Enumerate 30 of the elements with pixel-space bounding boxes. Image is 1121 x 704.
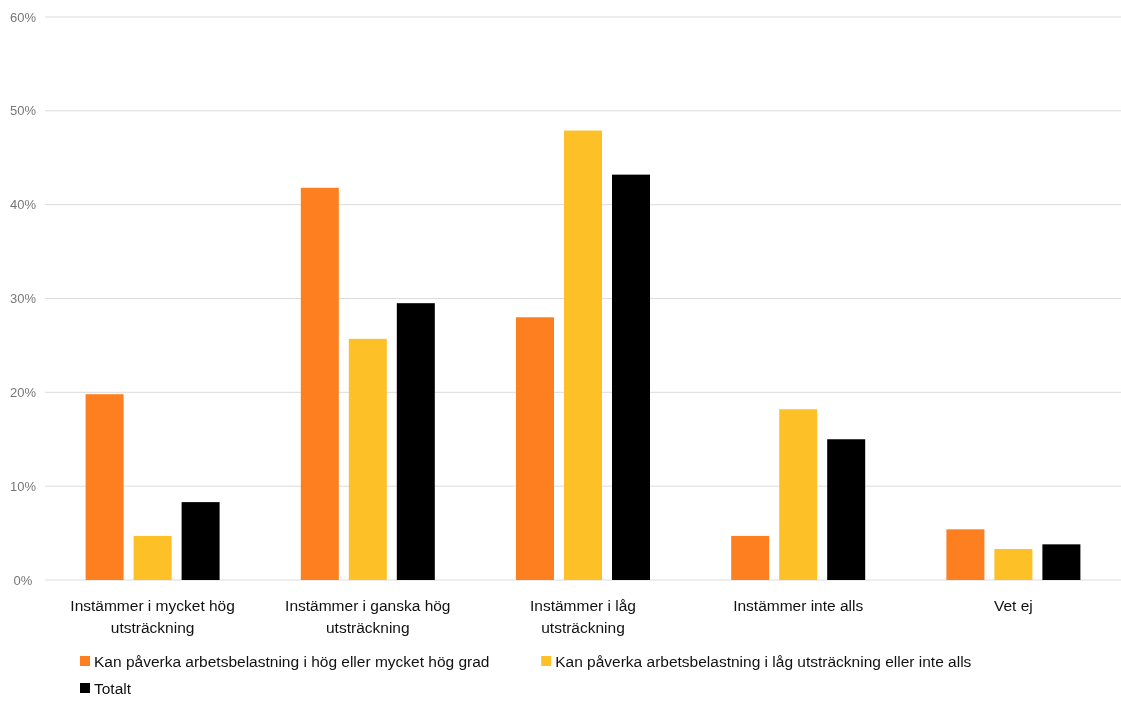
bar [396,303,435,580]
y-tick-label: 10% [9,478,37,494]
bar [731,535,770,580]
bar [827,439,866,580]
bar [994,549,1033,580]
bar [1042,544,1081,580]
bar [516,317,554,580]
x-tick-label: Vet ej [994,597,1033,614]
x-tick-label: Instämmer i mycket hög utsträckning [70,597,235,636]
bar [779,409,818,580]
bar [181,502,220,580]
x-tick-label: Instämmer i ganska hög utsträckning [285,597,451,636]
legend-label: Kan påverka arbetsbelastning i hög eller mycket hög grad [94,653,490,670]
legend-label: Kan påverka arbetsbelastning i låg utsträckning eller inte alls [555,653,972,670]
y-tick-label: 40% [9,197,37,213]
legend-label: Totalt [94,680,132,697]
bar [946,529,985,580]
y-tick-label: 20% [9,384,37,400]
bar [133,535,172,580]
bar [85,394,124,580]
bar [348,338,387,580]
y-tick-label: 60% [9,9,37,25]
y-tick-label: 50% [9,103,37,119]
bar [564,130,602,580]
bar [612,174,650,580]
x-tick-label: Instämmer inte alls [733,597,864,614]
y-tick-label: 0% [13,572,33,588]
x-tick-label: Instämmer i låg utsträckning [530,597,636,636]
y-tick-label: 30% [9,291,37,307]
bar [300,187,339,580]
